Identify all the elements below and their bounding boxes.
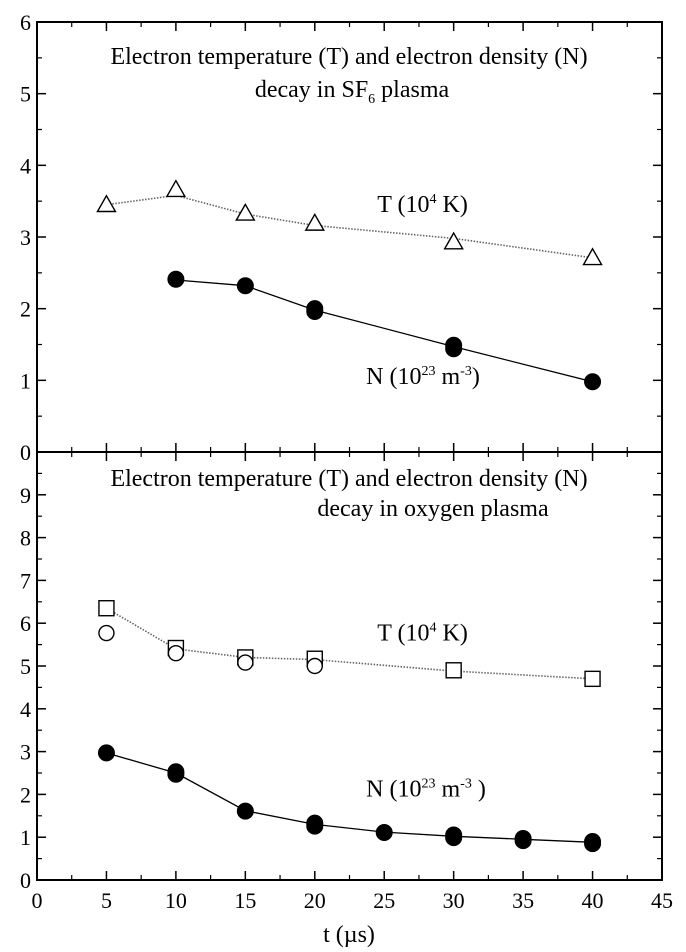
- bottom-fit-line-0: [105, 607, 593, 680]
- bottom-point-circle-filled: [306, 817, 324, 835]
- bottom-point-circle-filled: [375, 823, 393, 841]
- x-tick-label: 45: [651, 888, 673, 913]
- bottom-point-circle-filled: [514, 832, 532, 850]
- bottom-point-circle-filled: [167, 765, 185, 783]
- top-point-circle-filled: [306, 303, 324, 321]
- bottom-fit-lines: [105, 607, 593, 843]
- top-ticks: 0 1 2 3 4 5 6: [20, 10, 662, 465]
- top-y-tick-label: 2: [20, 297, 31, 322]
- bottom-y-tick-label: 8: [20, 526, 31, 551]
- top-point-circle-filled: [445, 340, 463, 358]
- top-fit-lines: [106, 194, 593, 383]
- top-y-tick-label: 4: [20, 153, 31, 178]
- bottom-point-circle-filled: [97, 744, 115, 762]
- x-tick-label: 0: [32, 888, 43, 913]
- x-tick-label: 20: [304, 888, 326, 913]
- bottom-y-tick-label: 4: [20, 697, 31, 722]
- bottom-y-tick-label: 5: [20, 654, 31, 679]
- bottom-y-tick-label: 2: [20, 782, 31, 807]
- top-y-tick-label: 0: [20, 440, 31, 465]
- top-point-triangle-open: [304, 212, 325, 231]
- bottom-title-line1: Electron temperature (T) and electron de…: [110, 466, 587, 492]
- bottom-point-circle-filled: [445, 829, 463, 847]
- x-tick-label: 5: [101, 888, 112, 913]
- bottom-point-circle-filled: [236, 802, 254, 820]
- bottom-title-line2: decay in oxygen plasma: [317, 496, 549, 522]
- top-y-tick-label: 3: [20, 225, 31, 250]
- bottom-point-square-open: [445, 662, 462, 679]
- bottom-point-square-open: [98, 600, 115, 617]
- bottom-point-square-open: [584, 670, 601, 688]
- x-tick-label: 40: [582, 888, 604, 913]
- bottom-fit-line-2: [106, 752, 593, 843]
- top-y-tick-label: 6: [20, 10, 31, 35]
- x-tick-label: 30: [443, 888, 465, 913]
- top-point-triangle-open: [582, 247, 603, 266]
- bottom-t-label: T (104 K): [377, 620, 468, 646]
- top-markers: [96, 179, 603, 391]
- bottom-y-tick-label: 1: [20, 825, 31, 850]
- top-y-tick-label: 1: [20, 368, 31, 393]
- bottom-y-tick-label: 7: [20, 568, 31, 593]
- x-tick-label: 25: [373, 888, 395, 913]
- bottom-point-circle-open: [167, 644, 185, 662]
- top-point-circle-filled: [236, 277, 254, 295]
- top-point-triangle-open: [235, 202, 256, 221]
- top-y-tick-label: 5: [20, 82, 31, 107]
- bottom-point-circle-open: [98, 624, 115, 642]
- top-panel: 0 1 2 3 4 5 6 Electron temperature (T) and ele…: [20, 10, 663, 465]
- bottom-y-tick-label: 9: [20, 483, 31, 508]
- top-point-triangle-open: [443, 231, 464, 250]
- top-point-triangle-open: [96, 194, 117, 213]
- bottom-point-circle-open: [237, 654, 254, 671]
- bottom-y-tick-label: 0: [20, 868, 31, 893]
- bottom-markers: [97, 600, 602, 853]
- top-title-line2: decay in SF6 plasma: [255, 77, 450, 107]
- top-fit-line-0: [106, 194, 593, 259]
- x-tick-label: 10: [165, 888, 187, 913]
- x-tick-label: 35: [512, 888, 534, 913]
- top-point-triangle-open: [165, 179, 187, 198]
- top-point-circle-filled: [167, 270, 185, 288]
- bottom-y-tick-label: 6: [20, 611, 31, 636]
- top-point-circle-filled: [584, 373, 602, 391]
- top-n-label: N (1023 m-3): [366, 364, 480, 390]
- top-title-line1: Electron temperature (T) and electron de…: [110, 44, 587, 70]
- bottom-point-circle-open: [306, 657, 323, 675]
- x-axis-label: t (µs): [323, 922, 375, 948]
- x-tick-label: 15: [234, 888, 256, 913]
- bottom-y-tick-label: 3: [20, 740, 31, 765]
- bottom-n-label: N (1023 m-3 ): [366, 777, 486, 803]
- bottom-point-circle-filled: [584, 835, 602, 853]
- top-t-label: T (104 K): [377, 192, 468, 218]
